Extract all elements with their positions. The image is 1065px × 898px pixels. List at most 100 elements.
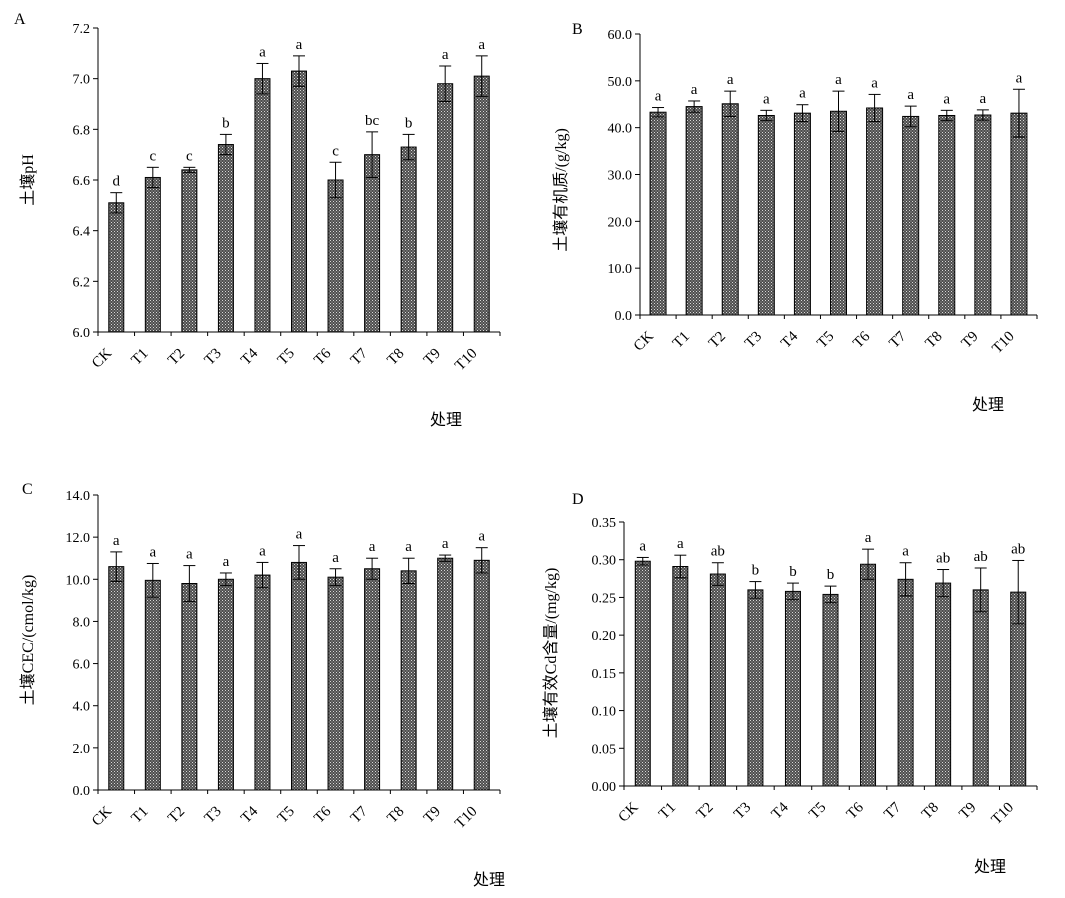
bar	[974, 114, 992, 316]
significance-label: d	[113, 174, 121, 190]
significance-label: a	[478, 529, 485, 545]
x-tick-label: CK	[616, 799, 642, 825]
x-tick-label: T8	[919, 800, 942, 823]
significance-label: a	[113, 533, 120, 549]
significance-label: a	[865, 530, 872, 546]
y-tick-label: 6.6	[73, 174, 91, 189]
x-tick-label: T4	[238, 803, 261, 826]
y-tick-label: 6.0	[73, 326, 91, 341]
significance-label: a	[871, 75, 878, 91]
x-tick-label: CK	[631, 328, 657, 354]
y-tick-label: 10.0	[66, 573, 91, 588]
x-tick-label: T5	[806, 800, 829, 823]
x-tick-label: T6	[850, 328, 873, 351]
bar	[327, 179, 344, 333]
significance-label: a	[1016, 70, 1023, 86]
bar	[747, 589, 764, 787]
significance-label: a	[763, 91, 770, 107]
bar	[144, 176, 161, 333]
x-tick-label: T10	[989, 800, 1017, 828]
bar	[108, 202, 125, 333]
y-axis-title: 土壤有效Cd含量/(mg/kg)	[541, 568, 560, 739]
y-tick-label: 0.20	[592, 629, 617, 644]
y-tick-label: 14.0	[66, 489, 91, 504]
significance-label: b	[752, 563, 760, 579]
significance-label: a	[296, 37, 303, 53]
x-tick-label: T1	[656, 800, 679, 823]
bar	[757, 114, 775, 316]
y-tick-label: 40.0	[608, 122, 633, 137]
bar	[364, 154, 381, 333]
y-tick-label: 12.0	[66, 531, 91, 546]
x-tick-label: T9	[956, 800, 979, 823]
x-tick-label: T7	[348, 803, 371, 826]
significance-label: ab	[1011, 541, 1025, 557]
bar	[364, 568, 381, 791]
y-tick-label: 30.0	[608, 169, 633, 184]
panel-c: C 0.0 2.0 4.0 6.0 8.0 10.0 12.0 14.0 a CK a T1 a T2 a T3…	[18, 481, 505, 889]
y-tick-label: 0.00	[592, 780, 617, 795]
bar	[721, 103, 739, 316]
y-tick-label: 0.0	[73, 784, 91, 799]
significance-label: a	[907, 87, 914, 103]
y-tick-label: 0.30	[592, 554, 617, 569]
y-tick-label: 0.05	[592, 742, 617, 757]
panel-label: C	[22, 481, 33, 498]
bar	[473, 75, 490, 333]
bar	[181, 583, 198, 791]
y-tick-label: 6.8	[73, 123, 91, 138]
bar	[709, 573, 726, 787]
y-tick-label: 20.0	[608, 215, 633, 230]
x-tick-label: CK	[89, 345, 115, 371]
y-tick-label: 60.0	[608, 28, 633, 43]
x-tick-label: T8	[922, 329, 945, 352]
x-tick-label: T1	[129, 346, 152, 369]
x-tick-label: T3	[202, 804, 225, 827]
x-axis-title: 处理	[473, 871, 505, 889]
bar	[437, 83, 454, 333]
significance-label: a	[655, 89, 662, 105]
bar	[972, 589, 989, 787]
significance-label: a	[902, 544, 909, 560]
significance-label: a	[442, 536, 449, 552]
significance-label: a	[369, 539, 376, 555]
y-tick-label: 4.0	[73, 700, 91, 715]
x-tick-label: T1	[129, 804, 152, 827]
x-tick-label: T9	[421, 346, 444, 369]
significance-label: a	[442, 47, 449, 63]
panel-d: D 0.00 0.05 0.10 0.15 0.20 0.25 0.30 0.35 a CK a T1 a…	[541, 491, 1038, 876]
bar	[634, 560, 651, 787]
x-tick-label: T10	[452, 804, 480, 832]
significance-label: ab	[974, 549, 988, 565]
bar	[181, 169, 198, 333]
x-tick-label: T2	[706, 329, 729, 352]
significance-label: ab	[711, 544, 725, 560]
significance-label: a	[223, 554, 230, 570]
significance-label: a	[835, 72, 842, 88]
significance-label: a	[478, 37, 485, 53]
y-tick-label: 7.2	[73, 22, 91, 37]
bar	[217, 578, 234, 791]
significance-label: c	[186, 148, 193, 164]
x-tick-label: T7	[886, 328, 909, 351]
panel-label: B	[572, 21, 583, 38]
significance-label: a	[727, 72, 734, 88]
significance-label: b	[222, 115, 230, 131]
bar	[144, 579, 161, 791]
bar	[935, 582, 952, 787]
y-tick-label: 10.0	[608, 262, 633, 277]
significance-label: a	[259, 543, 266, 559]
x-tick-label: T3	[742, 329, 765, 352]
significance-label: a	[296, 527, 303, 543]
bar	[400, 146, 417, 333]
x-tick-label: T4	[778, 328, 801, 351]
bar	[437, 557, 454, 791]
bar	[327, 576, 344, 791]
significance-label: a	[405, 539, 412, 555]
significance-label: bc	[365, 113, 380, 129]
y-tick-label: 6.0	[73, 658, 91, 673]
x-tick-label: T4	[238, 345, 261, 368]
y-tick-label: 0.35	[592, 516, 617, 531]
x-tick-label: T3	[731, 800, 754, 823]
x-tick-label: T5	[275, 804, 298, 827]
